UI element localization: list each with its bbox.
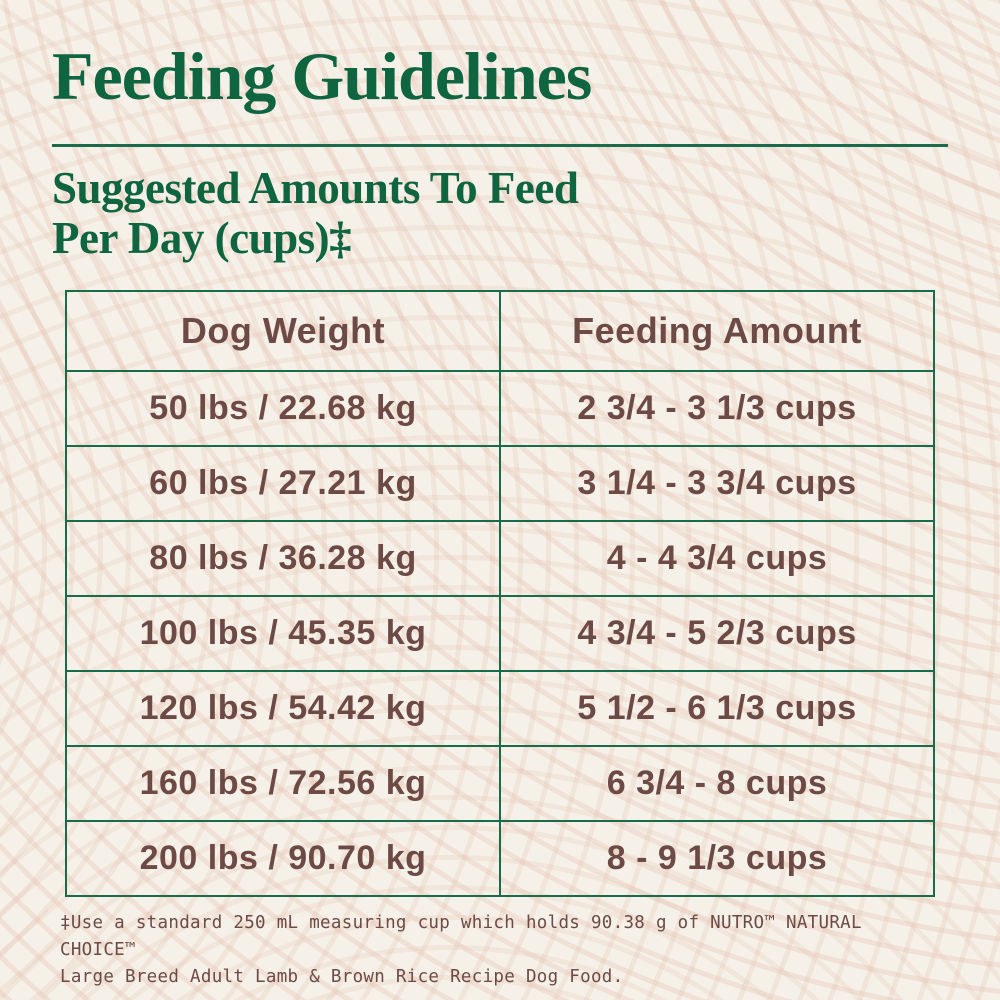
- title-divider: [52, 144, 948, 147]
- weight-cell: 80 lbs / 36.28 kg: [65, 519, 501, 597]
- amount-cell: 4 - 4 3/4 cups: [499, 519, 935, 597]
- page-title: Feeding Guidelines: [52, 38, 592, 114]
- table-row: 50 lbs / 22.68 kg 2 3/4 - 3 1/3 cups: [65, 369, 935, 447]
- table-header-row: Dog Weight Feeding Amount: [65, 289, 935, 372]
- amount-cell: 2 3/4 - 3 1/3 cups: [499, 369, 935, 447]
- amount-cell: 6 3/4 - 8 cups: [499, 744, 935, 822]
- measuring-cup-footnote: ‡Use a standard 250 mL measuring cup whi…: [60, 910, 948, 991]
- feeding-table: Dog Weight Feeding Amount 50 lbs / 22.68…: [65, 289, 935, 897]
- weight-cell: 200 lbs / 90.70 kg: [65, 819, 501, 897]
- section-subtitle: Suggested Amounts To Feed Per Day (cups)…: [52, 163, 948, 264]
- amount-cell: 8 - 9 1/3 cups: [499, 819, 935, 897]
- footnote-line-1: ‡Use a standard 250 mL measuring cup whi…: [60, 912, 862, 960]
- weight-cell: 60 lbs / 27.21 kg: [65, 444, 501, 522]
- weight-cell: 50 lbs / 22.68 kg: [65, 369, 501, 447]
- weight-cell: 100 lbs / 45.35 kg: [65, 594, 501, 672]
- table-row: 120 lbs / 54.42 kg 5 1/2 - 6 1/3 cups: [65, 669, 935, 747]
- column-header-feeding-amount: Feeding Amount: [499, 289, 935, 372]
- subtitle-line-1: Suggested Amounts To Feed: [52, 163, 579, 213]
- column-header-dog-weight: Dog Weight: [65, 289, 501, 372]
- table-row: 100 lbs / 45.35 kg 4 3/4 - 5 2/3 cups: [65, 594, 935, 672]
- subtitle-line-2: Per Day (cups)‡: [52, 213, 352, 264]
- table-row: 80 lbs / 36.28 kg 4 - 4 3/4 cups: [65, 519, 935, 597]
- weight-cell: 120 lbs / 54.42 kg: [65, 669, 501, 747]
- amount-cell: 5 1/2 - 6 1/3 cups: [499, 669, 935, 747]
- table-row: 200 lbs / 90.70 kg 8 - 9 1/3 cups: [65, 819, 935, 897]
- table-row: 60 lbs / 27.21 kg 3 1/4 - 3 3/4 cups: [65, 444, 935, 522]
- weight-cell: 160 lbs / 72.56 kg: [65, 744, 501, 822]
- footnote-line-2: Large Breed Adult Lamb & Brown Rice Reci…: [60, 967, 624, 988]
- table-row: 160 lbs / 72.56 kg 6 3/4 - 8 cups: [65, 744, 935, 822]
- amount-cell: 3 1/4 - 3 3/4 cups: [499, 444, 935, 522]
- amount-cell: 4 3/4 - 5 2/3 cups: [499, 594, 935, 672]
